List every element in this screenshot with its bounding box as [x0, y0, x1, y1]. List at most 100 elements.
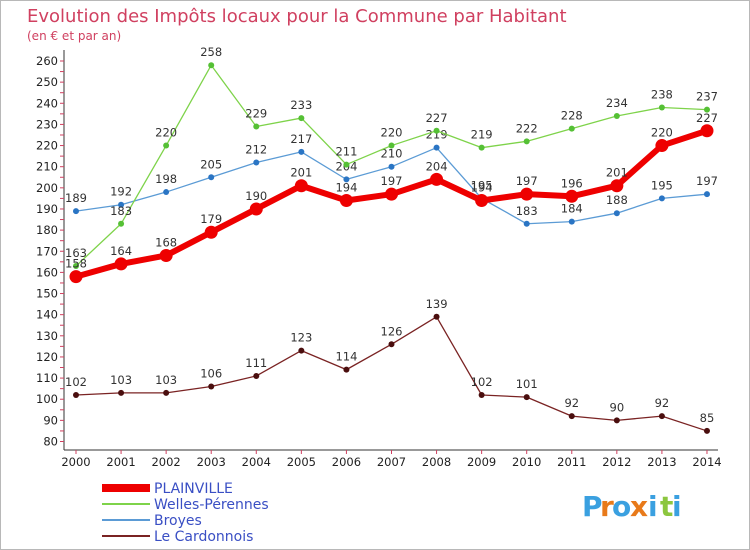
data-label: 183 [110, 204, 132, 218]
data-point [388, 163, 395, 170]
x-tick-label: 2002 [151, 455, 180, 469]
data-point [478, 144, 485, 151]
x-tick-label: 2012 [602, 455, 631, 469]
series-welles-perennes: 163 183 220 258 229 233 211 220 227 219 222 228 234 2… [65, 45, 718, 270]
data-label: 198 [155, 172, 177, 186]
logo-letter: t [660, 490, 673, 523]
data-point [343, 161, 350, 168]
data-label: 188 [606, 193, 628, 207]
x-tick-label: 2014 [692, 455, 721, 469]
data-point [118, 220, 125, 227]
data-label: 197 [516, 174, 538, 188]
data-label: 205 [200, 157, 222, 171]
data-point [298, 347, 305, 354]
data-label: 227 [696, 111, 718, 125]
data-label: 90 [610, 400, 625, 414]
logo-letter: i [648, 490, 658, 523]
data-point [163, 142, 170, 149]
data-label: 220 [651, 126, 673, 140]
y-tick-label: 80 [43, 435, 58, 449]
x-tick-label: 2003 [197, 455, 226, 469]
x-tick-label: 2006 [332, 455, 361, 469]
data-label: 194 [335, 181, 357, 195]
data-label: 111 [245, 356, 267, 370]
y-tick-label: 220 [36, 139, 58, 153]
y-tick-label: 130 [36, 329, 58, 343]
data-label: 233 [290, 98, 312, 112]
data-label: 212 [245, 142, 267, 156]
data-point [433, 144, 440, 151]
data-point [703, 106, 710, 113]
y-tick-label: 200 [36, 181, 58, 195]
data-label: 103 [155, 373, 177, 387]
data-label: 192 [110, 185, 132, 199]
data-label: 123 [290, 331, 312, 345]
data-label: 179 [200, 212, 222, 226]
data-point [658, 413, 665, 420]
data-label: 102 [65, 375, 87, 389]
data-label: 258 [200, 45, 222, 59]
data-label: 190 [245, 189, 267, 203]
data-point [658, 195, 665, 202]
data-point [249, 202, 263, 216]
data-label: 102 [471, 375, 493, 389]
data-label: 195 [471, 178, 493, 192]
x-tick-label: 2001 [106, 455, 135, 469]
data-point [208, 62, 215, 69]
data-label: 164 [110, 244, 132, 258]
data-label: 184 [561, 202, 583, 216]
data-label: 228 [561, 109, 583, 123]
data-label: 220 [155, 126, 177, 140]
data-point [204, 225, 218, 239]
x-tick-label: 2000 [61, 455, 90, 469]
data-label: 92 [564, 396, 579, 410]
data-label: 168 [155, 235, 177, 249]
chart-subtitle: (en € et par an) [27, 29, 121, 43]
y-tick-label: 120 [36, 350, 58, 364]
data-point [565, 189, 579, 203]
data-label: 189 [65, 191, 87, 205]
series-plainville: 158 164 168 179 190 201 194 197 204 194 197 196 201 2… [65, 111, 718, 284]
data-point [253, 159, 260, 166]
data-label: 217 [290, 132, 312, 146]
data-point [118, 389, 125, 396]
data-label: 201 [606, 166, 628, 180]
y-tick-label: 100 [36, 392, 58, 406]
data-point [568, 125, 575, 132]
data-point [73, 391, 79, 398]
legend-label: Broyes [154, 513, 202, 529]
logo-letter: r [600, 490, 614, 523]
data-point [298, 148, 305, 155]
y-tick-label: 110 [36, 371, 58, 385]
data-point [159, 248, 173, 262]
data-point [253, 372, 260, 379]
logo-letter: P [582, 490, 603, 523]
data-point [339, 194, 353, 208]
data-label: 196 [561, 176, 583, 190]
data-point [343, 366, 350, 373]
data-label: 219 [471, 128, 493, 142]
data-point [433, 127, 440, 134]
y-tick-label: 180 [36, 223, 58, 237]
data-point [114, 257, 128, 271]
data-point [253, 123, 260, 130]
data-point [430, 172, 444, 186]
y-tick-label: 250 [36, 75, 58, 89]
data-label: 197 [381, 174, 403, 188]
data-label: 126 [381, 324, 403, 338]
y-tick-label: 90 [43, 413, 58, 427]
data-point [388, 142, 395, 149]
data-point [568, 413, 575, 420]
data-label: 211 [335, 145, 357, 159]
axes: 8090100110120130140150160170180190200210… [36, 50, 722, 469]
logo-letter: i [672, 490, 682, 523]
data-label: 204 [426, 159, 448, 173]
y-tick-label: 190 [36, 202, 58, 216]
data-point [208, 383, 215, 390]
data-point [73, 263, 79, 270]
data-point [520, 187, 534, 201]
data-point [613, 417, 620, 424]
data-point [700, 124, 714, 138]
